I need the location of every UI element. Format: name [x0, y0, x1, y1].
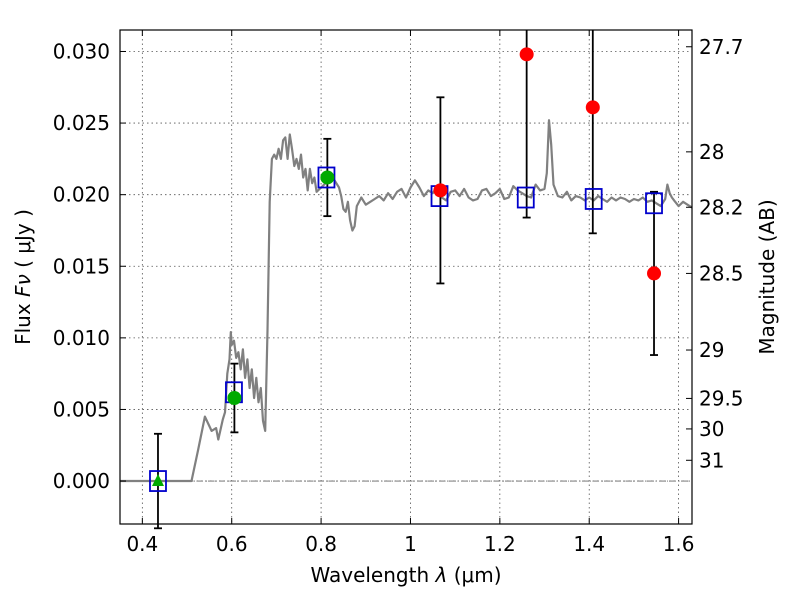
red-data-point: [433, 183, 448, 198]
model-photometry-square: [645, 192, 663, 215]
y-tick-label: 0.020: [53, 183, 110, 207]
magnitude-tick-label: 27.7: [699, 35, 744, 59]
model-photometry-square: [584, 188, 603, 210]
axis-ticks: 0.4 0.6 0.8 1 1.2 1.4 1.6 0.000 0.005 0.010 0.015 0…: [53, 30, 744, 556]
y-tick-label: 0.005: [53, 397, 110, 421]
upper-limit-triangle: [151, 474, 164, 487]
model-photometry-square: [149, 470, 167, 492]
magnitude-tick-label: 30: [699, 417, 724, 441]
y-tick-label: 0.015: [53, 254, 110, 278]
model-photometry-square: [516, 186, 535, 209]
plot-frame: [119, 29, 693, 525]
x-tick-label: 0.8: [305, 532, 337, 556]
y-tick-label: 0.010: [53, 326, 110, 350]
model-photometry-square: [317, 166, 336, 189]
magnitude-tick-label: 31: [699, 448, 724, 472]
y-tick-label: 0.030: [53, 39, 110, 63]
y-tick-label: 0.000: [53, 469, 110, 493]
photometry-markers: [149, 30, 663, 530]
magnitude-axis-label: Magnitude (AB): [755, 199, 779, 354]
green-data-point: [227, 390, 242, 405]
green-data-point: [320, 170, 335, 185]
spectrum-series: [120, 119, 693, 483]
magnitude-tick-label: 29.5: [699, 386, 744, 410]
x-tick-label: 0.4: [126, 532, 158, 556]
x-tick-label: 1.2: [484, 532, 516, 556]
red-data-point: [519, 47, 534, 62]
y-axis-label: Flux Fν ( μJy ): [11, 209, 35, 345]
red-data-point: [585, 100, 600, 115]
x-axis-label: Wavelength λ (μm): [310, 563, 501, 587]
magnitude-tick-label: 28.5: [699, 261, 744, 285]
red-data-point: [647, 266, 662, 281]
magnitude-tick-label: 29: [699, 338, 724, 362]
grid: [120, 30, 692, 524]
magnitude-tick-label: 28: [699, 140, 724, 164]
spectrum-line: [120, 119, 693, 483]
y-tick-label: 0.025: [53, 111, 110, 135]
magnitude-tick-label: 28.2: [699, 195, 744, 219]
x-tick-label: 1.4: [573, 532, 605, 556]
x-tick-label: 1: [404, 532, 417, 556]
x-tick-label: 1.6: [663, 532, 695, 556]
x-tick-label: 0.6: [216, 532, 248, 556]
